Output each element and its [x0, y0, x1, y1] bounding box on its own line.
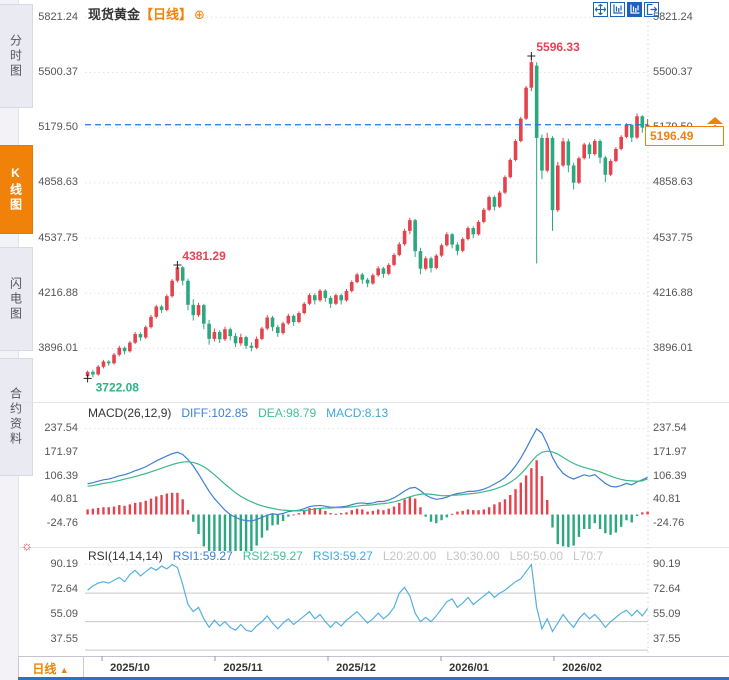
kline-window-icon[interactable]: [610, 2, 625, 17]
x-axis-line: [18, 656, 729, 657]
sidebar-tab-kline[interactable]: K线图: [0, 145, 33, 234]
horizontal-scrollbar[interactable]: [18, 677, 729, 680]
rsi-header: RSI(14,14,14) RSI1:59.27 RSI2:59.27 RSI3…: [88, 549, 646, 563]
rsi-axis-label: 37.55: [50, 633, 78, 645]
rsi1-value: RSI1:59.27: [172, 549, 233, 563]
macd-axis-label: 106.39: [44, 470, 78, 482]
macd-macd-value: MACD:8.13: [326, 406, 389, 420]
svg-text:4381.29: 4381.29: [182, 249, 226, 263]
macd-axis-label: 237.54: [653, 422, 687, 434]
macd-axis-label: 40.81: [653, 493, 681, 505]
price-axis-label: 5821.24: [38, 11, 78, 23]
period-selector-button[interactable]: 日线 ▲: [19, 660, 82, 677]
crosshair-icon[interactable]: [593, 2, 608, 17]
rsi-params: RSI(14,14,14): [88, 549, 163, 563]
macd-axis-label: 171.97: [44, 446, 78, 458]
last-price-tag: 5196.49: [645, 126, 724, 146]
x-axis-label: 2026/01: [449, 662, 489, 674]
rsi-l70-value: L70:7: [573, 549, 604, 563]
x-axis-label: 2025/11: [223, 662, 263, 674]
symbol-name: 现货黄金: [88, 7, 141, 22]
price-axis-label: 5500.37: [38, 66, 78, 78]
rsi-axis-label: 90.19: [653, 558, 681, 570]
price-axis-label: 3896.01: [38, 342, 78, 354]
svg-text:5596.33: 5596.33: [536, 40, 580, 54]
rsi-l50-value: L50:50.00: [509, 549, 564, 563]
price-axis-label: 5821.24: [653, 11, 693, 23]
sidebar-tab-timeshare[interactable]: 分时图: [0, 4, 33, 108]
period-label: 日线: [32, 662, 57, 676]
bottom-cell-border: [18, 656, 19, 677]
add-indicator-icon[interactable]: ⊕: [194, 7, 205, 22]
rsi-axis-label: 90.19: [50, 558, 78, 570]
exit-icon[interactable]: [644, 2, 659, 17]
price-axis-label: 3896.01: [653, 342, 693, 354]
chart-toolbar: [593, 2, 659, 17]
x-axis-label: 2025/10: [110, 662, 150, 674]
rsi-axis-label: 37.55: [653, 633, 681, 645]
chevron-up-icon: ▲: [59, 665, 69, 675]
macd-axis-label: -24.76: [653, 517, 685, 529]
sidebar-tab-label: 分时图: [8, 33, 23, 79]
macd-axis-label: 237.54: [44, 422, 78, 434]
price-axis-label: 4858.63: [38, 176, 78, 188]
chart-title: 现货黄金【日线】 ⊕: [88, 4, 205, 23]
macd-header: MACD(26,12,9) DIFF:102.85 DEA:98.79 MACD…: [88, 406, 646, 420]
macd-axis-label: -24.76: [46, 517, 78, 529]
price-axis-label: 4216.88: [38, 287, 78, 299]
rsi-axis-label: 55.09: [653, 608, 681, 620]
x-axis-label: 2025/12: [336, 662, 376, 674]
rsi3-value: RSI3:59.27: [312, 549, 373, 563]
sidebar-tab-label: 闪电图: [8, 276, 23, 322]
macd-diff-value: DIFF:102.85: [181, 406, 249, 420]
panel-divider: [18, 547, 729, 548]
rsi2-value: RSI2:59.27: [242, 549, 303, 563]
rsi-axis-label: 55.09: [50, 608, 78, 620]
bottom-cell-border: [83, 656, 84, 677]
rsi-l20-value: L20:20.00: [382, 549, 437, 563]
price-axis-label: 4537.75: [653, 232, 693, 244]
price-axis-label: 5179.50: [38, 121, 78, 133]
price-axis-label: 4216.88: [653, 287, 693, 299]
panel-divider: [18, 402, 729, 403]
svg-text:3722.08: 3722.08: [96, 380, 140, 394]
price-axis-label: 4537.75: [38, 232, 78, 244]
macd-dea-value: DEA:98.79: [258, 406, 317, 420]
macd-axis-label: 106.39: [653, 470, 687, 482]
x-axis-label: 2026/02: [562, 662, 602, 674]
rsi-axis-label: 72.64: [50, 583, 78, 595]
macd-axis-label: 171.97: [653, 446, 687, 458]
kline-window-active-icon[interactable]: [627, 2, 642, 17]
rsi-l30-value: L30:30.00: [446, 549, 500, 563]
period-tag: 【日线】: [140, 7, 193, 22]
indicator-settings-icon[interactable]: ☼: [21, 538, 33, 553]
macd-axis-label: 40.81: [50, 493, 78, 505]
price-axis-label: 5500.37: [653, 66, 693, 78]
price-axis-label: 4858.63: [653, 176, 693, 188]
sidebar-tab-label: K线图: [8, 166, 23, 213]
macd-params: MACD(26,12,9): [88, 406, 172, 420]
sidebar-tab-lightning[interactable]: 闪电图: [0, 247, 33, 351]
rsi-axis-label: 72.64: [653, 583, 681, 595]
